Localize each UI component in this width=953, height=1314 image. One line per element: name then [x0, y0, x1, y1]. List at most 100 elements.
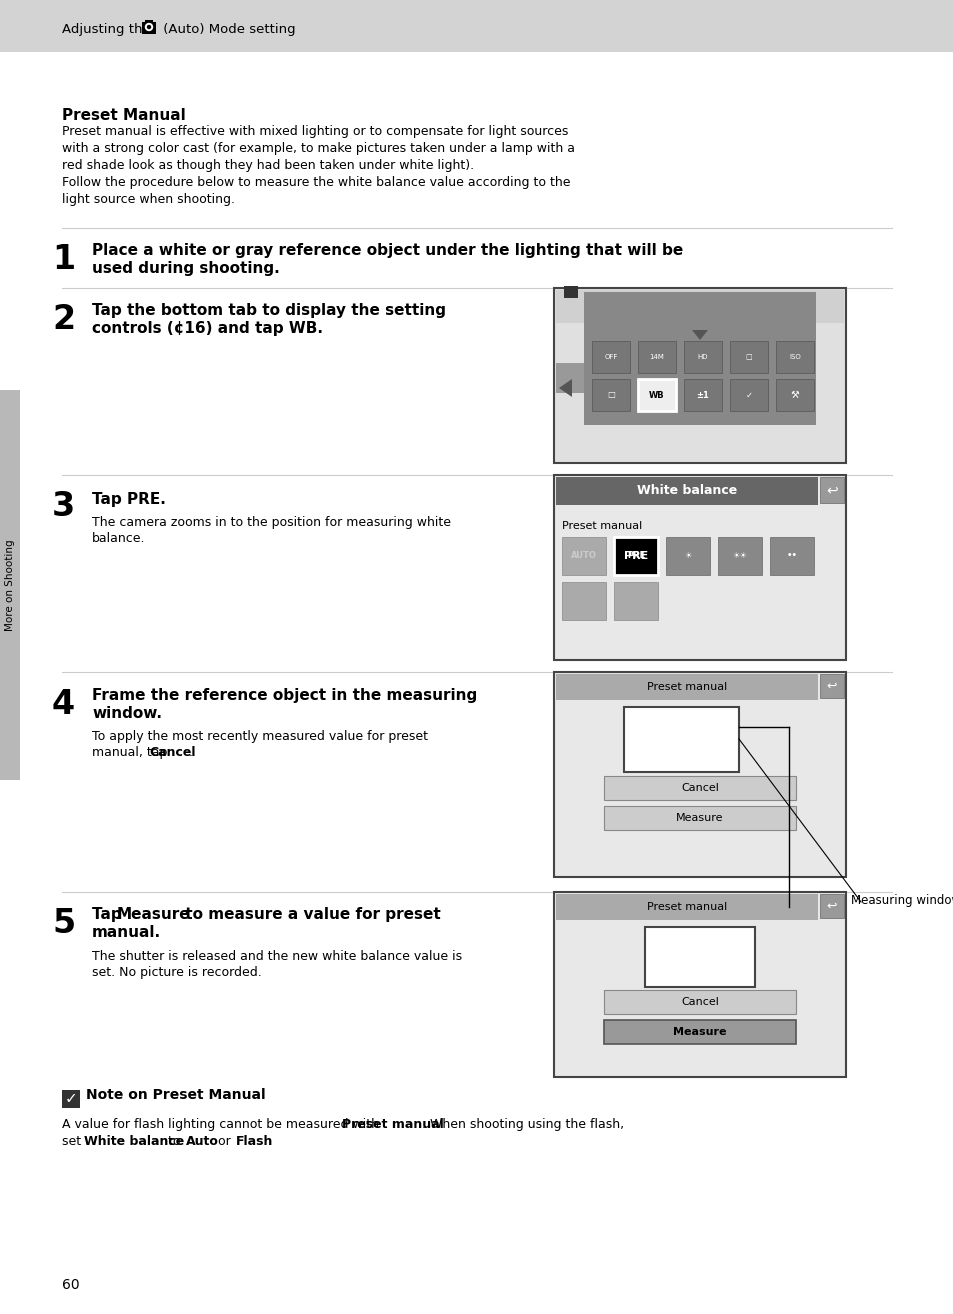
Text: manual, tap: manual, tap: [91, 746, 172, 759]
Polygon shape: [691, 330, 707, 340]
Bar: [665, 537, 709, 576]
Bar: [820, 674, 843, 698]
Bar: [729, 342, 767, 373]
Bar: [556, 290, 843, 323]
Text: Cancel: Cancel: [680, 997, 719, 1007]
Circle shape: [146, 24, 152, 30]
Text: light source when shooting.: light source when shooting.: [62, 193, 234, 206]
Bar: [592, 378, 629, 411]
Bar: [644, 926, 754, 987]
Bar: [554, 892, 845, 1077]
Bar: [614, 582, 658, 620]
Bar: [623, 707, 739, 773]
Bar: [556, 894, 817, 920]
Text: Preset Manual: Preset Manual: [62, 108, 186, 124]
Text: ↩: ↩: [826, 679, 837, 692]
Text: ••: ••: [785, 552, 797, 561]
Bar: [566, 289, 575, 294]
Text: OFF: OFF: [603, 353, 617, 360]
Text: More on Shooting: More on Shooting: [5, 539, 15, 631]
Bar: [592, 342, 629, 373]
Text: 2: 2: [52, 304, 75, 336]
Bar: [556, 674, 817, 700]
Text: or: or: [213, 1135, 234, 1148]
Text: ↩: ↩: [825, 484, 837, 497]
Text: Measuring window: Measuring window: [850, 894, 953, 907]
Text: Preset manual: Preset manual: [561, 520, 641, 531]
Text: HD: HD: [697, 353, 707, 360]
Text: Cancel: Cancel: [680, 783, 719, 794]
Bar: [820, 894, 843, 918]
Bar: [729, 378, 767, 411]
Bar: [556, 477, 817, 505]
Text: Auto: Auto: [186, 1135, 218, 1148]
Text: set. No picture is recorded.: set. No picture is recorded.: [91, 966, 261, 979]
Text: .: .: [268, 1135, 272, 1148]
Bar: [603, 1020, 795, 1045]
Text: ✓: ✓: [744, 390, 752, 399]
Text: Tap the bottom tab to display the setting: Tap the bottom tab to display the settin…: [91, 304, 446, 318]
Text: PRE: PRE: [623, 551, 647, 561]
Text: ↩: ↩: [826, 900, 837, 912]
Bar: [603, 805, 795, 830]
Bar: [554, 474, 845, 660]
Text: Frame the reference object in the measuring: Frame the reference object in the measur…: [91, 689, 476, 703]
Text: Adjusting the: Adjusting the: [62, 22, 154, 35]
Text: Measure: Measure: [673, 1028, 726, 1037]
Text: 60: 60: [62, 1279, 79, 1292]
Text: Measure: Measure: [117, 907, 191, 922]
Text: red shade look as though they had been taken under white light).: red shade look as though they had been t…: [62, 159, 474, 172]
Text: Tap: Tap: [91, 907, 127, 922]
Bar: [142, 22, 156, 34]
Text: to measure a value for preset: to measure a value for preset: [180, 907, 440, 922]
Text: balance.: balance.: [91, 532, 146, 545]
Text: The camera zooms in to the position for measuring white: The camera zooms in to the position for …: [91, 516, 451, 530]
Bar: [683, 342, 721, 373]
Text: 1: 1: [52, 243, 75, 276]
Text: ☀: ☀: [683, 552, 691, 561]
Text: WB: WB: [648, 390, 664, 399]
Text: Preset manual: Preset manual: [646, 901, 726, 912]
Text: set: set: [62, 1135, 85, 1148]
Text: The shutter is released and the new white balance value is: The shutter is released and the new whit…: [91, 950, 461, 963]
Bar: [718, 537, 761, 576]
Text: ☀☀: ☀☀: [732, 552, 747, 561]
Text: ±1: ±1: [696, 390, 709, 399]
Bar: [775, 378, 813, 411]
Text: 3: 3: [52, 490, 75, 523]
Text: Flash: Flash: [235, 1135, 274, 1148]
Text: used during shooting.: used during shooting.: [91, 261, 279, 276]
Text: □: □: [606, 390, 615, 399]
Bar: [769, 537, 813, 576]
Text: .: .: [189, 746, 193, 759]
Circle shape: [148, 25, 151, 29]
Bar: [775, 342, 813, 373]
Text: Preset manual is effective with mixed lighting or to compensate for light source: Preset manual is effective with mixed li…: [62, 125, 568, 138]
Text: White balance: White balance: [637, 485, 737, 498]
Text: □: □: [745, 353, 752, 360]
Text: Tap PRE.: Tap PRE.: [91, 491, 166, 507]
Bar: [62, 1091, 80, 1108]
Bar: [0, 390, 20, 781]
Text: ISO: ISO: [788, 353, 800, 360]
Text: 14M: 14M: [649, 353, 663, 360]
Bar: [583, 292, 815, 424]
Text: White balance: White balance: [84, 1135, 184, 1148]
Bar: [556, 363, 583, 393]
Text: Measure: Measure: [676, 813, 723, 823]
Bar: [561, 582, 605, 620]
Bar: [554, 288, 845, 463]
Text: PRE: PRE: [626, 552, 644, 561]
Text: Follow the procedure below to measure the white balance value according to the: Follow the procedure below to measure th…: [62, 176, 570, 189]
Text: 4: 4: [52, 689, 75, 721]
Bar: [603, 989, 795, 1014]
Text: window.: window.: [91, 706, 162, 721]
Text: ⚒: ⚒: [790, 390, 799, 399]
Text: Preset manual: Preset manual: [646, 682, 726, 692]
Text: controls (¢16) and tap WB.: controls (¢16) and tap WB.: [91, 321, 323, 336]
Bar: [683, 378, 721, 411]
Text: Place a white or gray reference object under the lighting that will be: Place a white or gray reference object u…: [91, 243, 682, 258]
Text: To apply the most recently measured value for preset: To apply the most recently measured valu…: [91, 731, 428, 742]
Bar: [563, 286, 578, 298]
Text: A value for flash lighting cannot be measured with: A value for flash lighting cannot be mea…: [62, 1118, 382, 1131]
